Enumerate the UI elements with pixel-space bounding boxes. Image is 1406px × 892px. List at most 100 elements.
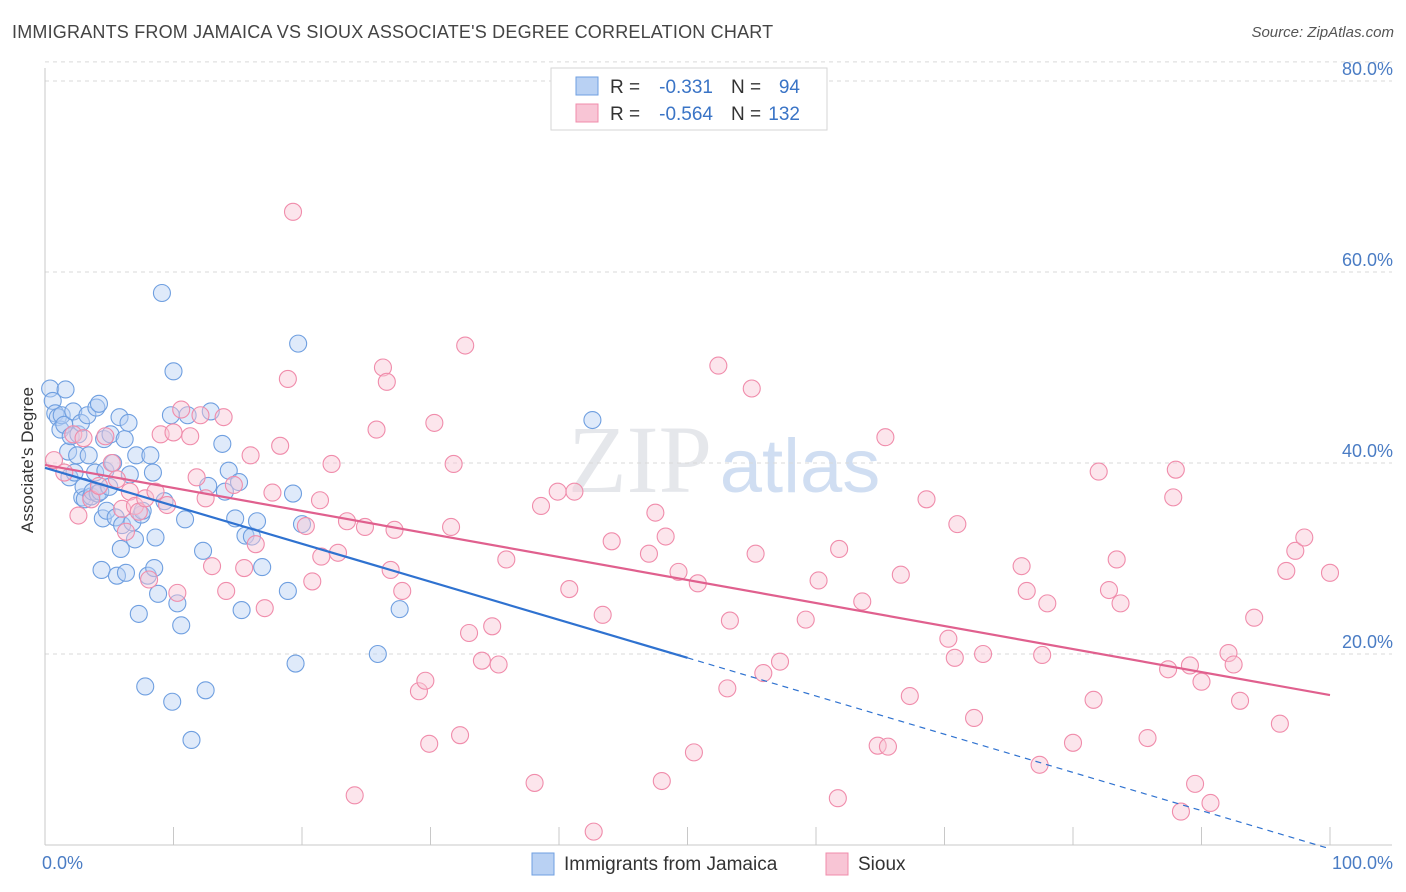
sioux-point bbox=[1107, 550, 1126, 569]
jamaica-point bbox=[143, 463, 162, 482]
sioux-point bbox=[409, 682, 428, 701]
sioux-point bbox=[1231, 691, 1250, 710]
sioux-point bbox=[1219, 643, 1238, 663]
bottom-legend-label-jamaica: Immigrants from Jamaica bbox=[564, 854, 778, 875]
jamaica-point bbox=[229, 473, 249, 492]
legend-n-label-jamaica: N = bbox=[731, 77, 761, 98]
sioux-point bbox=[656, 527, 675, 546]
sioux-point bbox=[497, 550, 516, 569]
chart-title: IMMIGRANTS FROM JAMAICA VS SIOUX ASSOCIA… bbox=[12, 22, 774, 42]
jamaica-point bbox=[213, 434, 232, 453]
source-label: Source: ZipAtlas.com bbox=[1251, 24, 1394, 41]
sioux-point bbox=[1277, 561, 1296, 580]
sioux-point bbox=[483, 617, 502, 636]
legend-swatch-sioux bbox=[575, 103, 599, 123]
jamaica-point bbox=[278, 581, 297, 601]
jamaica-point bbox=[59, 442, 78, 461]
jamaica-point bbox=[79, 446, 98, 465]
trend-lines bbox=[44, 463, 1331, 850]
jamaica-point bbox=[127, 446, 146, 465]
sioux-point bbox=[828, 789, 847, 808]
sioux-point bbox=[312, 547, 331, 566]
sioux-point bbox=[853, 592, 872, 611]
sioux-point bbox=[456, 336, 475, 355]
sioux-point bbox=[1084, 690, 1103, 709]
jamaica-point bbox=[247, 512, 267, 531]
sioux-point bbox=[1166, 460, 1185, 479]
jamaica-point bbox=[111, 539, 130, 559]
sioux-point bbox=[1063, 733, 1083, 752]
sioux-point bbox=[337, 512, 357, 531]
sioux-point bbox=[217, 581, 236, 601]
sioux-point bbox=[1089, 462, 1108, 481]
jamaica-point bbox=[141, 446, 160, 465]
x-tick-label-max: 100.0% bbox=[1332, 853, 1393, 873]
sioux-point bbox=[44, 451, 64, 470]
sioux-point bbox=[1201, 793, 1220, 813]
sioux-point bbox=[1164, 488, 1183, 507]
sioux-point bbox=[1224, 655, 1243, 674]
jamaica-point bbox=[164, 362, 183, 381]
sioux-point bbox=[948, 515, 967, 534]
jamaica-point bbox=[283, 484, 303, 503]
sioux-point bbox=[602, 532, 621, 551]
jamaica-point bbox=[146, 528, 165, 547]
legend-r-value-jamaica: -0.331 bbox=[659, 77, 713, 98]
sioux-point bbox=[322, 454, 341, 474]
jamaica-point bbox=[583, 410, 602, 430]
sioux-point bbox=[246, 535, 265, 554]
jamaica-point bbox=[92, 560, 111, 580]
sioux-point bbox=[669, 562, 688, 581]
series-jamaica-points bbox=[41, 283, 602, 750]
jamaica-point bbox=[232, 601, 251, 620]
x-tick-labels: 0.0% 100.0% bbox=[42, 853, 1393, 873]
sioux-point bbox=[278, 369, 297, 389]
sioux-point bbox=[377, 372, 396, 391]
jamaica-point bbox=[163, 692, 182, 711]
watermark-zip: ZIP bbox=[568, 406, 712, 513]
sioux-point bbox=[1099, 580, 1119, 600]
legend-n-value-sioux: 132 bbox=[768, 104, 800, 125]
y-tick-label: 20.0% bbox=[1342, 632, 1393, 652]
sioux-point bbox=[263, 483, 282, 502]
sioux-point bbox=[472, 651, 491, 670]
sioux-point bbox=[770, 652, 790, 671]
sioux-point bbox=[283, 202, 303, 221]
bottom-legend-label-sioux: Sioux bbox=[858, 854, 906, 875]
sioux-point bbox=[876, 428, 895, 447]
y-tick-labels: 20.0% 40.0% 60.0% 80.0% bbox=[1342, 59, 1393, 652]
series-legend: Immigrants from Jamaica Sioux bbox=[531, 852, 906, 876]
jamaica-point bbox=[56, 380, 75, 399]
sioux-point bbox=[1033, 645, 1052, 665]
jamaica-point bbox=[136, 677, 155, 696]
sioux-point bbox=[69, 506, 88, 525]
legend-swatch-jamaica bbox=[575, 76, 599, 96]
jamaica-point bbox=[115, 430, 134, 449]
sioux-point bbox=[718, 679, 737, 698]
sioux-point bbox=[367, 420, 386, 439]
sioux-point bbox=[116, 522, 136, 541]
legend-n-label-sioux: N = bbox=[731, 104, 761, 125]
sioux-point bbox=[720, 611, 739, 630]
sioux-point bbox=[1286, 541, 1305, 560]
sioux-point bbox=[74, 429, 93, 448]
sioux-point bbox=[203, 557, 222, 576]
sioux-point bbox=[296, 516, 315, 536]
sioux-point bbox=[489, 655, 508, 674]
bottom-legend-swatch-jamaica bbox=[531, 852, 555, 876]
trend-line-jamaica bbox=[44, 466, 688, 659]
jamaica-point bbox=[116, 563, 136, 582]
sioux-point bbox=[164, 423, 183, 442]
jamaica-point bbox=[129, 604, 148, 623]
jamaica-point bbox=[194, 541, 213, 560]
jamaica-point bbox=[390, 600, 409, 619]
jamaica-point bbox=[286, 654, 305, 673]
sioux-point bbox=[459, 623, 479, 643]
jamaica-point bbox=[219, 461, 238, 480]
sioux-point bbox=[235, 558, 254, 578]
sioux-point bbox=[181, 427, 200, 446]
sioux-point bbox=[560, 580, 579, 599]
jamaica-point bbox=[110, 408, 129, 427]
sioux-point bbox=[646, 503, 665, 522]
sioux-point bbox=[891, 565, 910, 584]
